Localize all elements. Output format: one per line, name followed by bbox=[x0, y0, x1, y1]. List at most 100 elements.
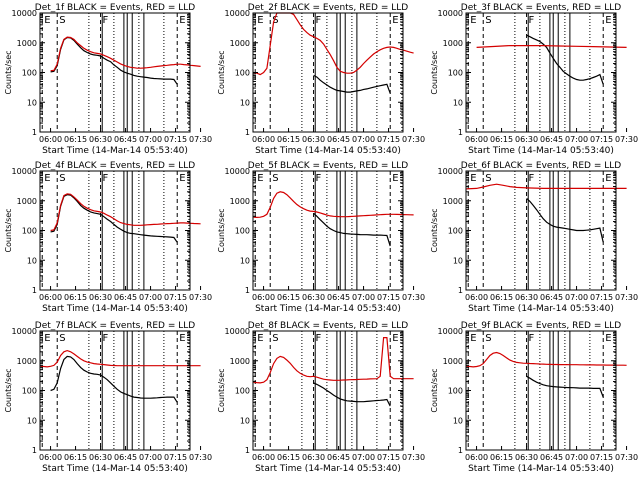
y-tick-label: 100 bbox=[235, 387, 250, 396]
y-tick-label: 100 bbox=[22, 69, 37, 78]
x-tick-label: 07:15 bbox=[590, 453, 613, 462]
x-tick-label: 06:15 bbox=[64, 453, 87, 462]
x-tick-label: 06:45 bbox=[114, 293, 137, 302]
marker-label: S bbox=[485, 333, 491, 344]
x-axis-label: Start Time (14-Mar-14 05:53:40) bbox=[42, 464, 188, 474]
y-tick-label: 1 bbox=[458, 128, 463, 137]
marker-label: F bbox=[103, 173, 109, 184]
series-line-lld bbox=[466, 351, 627, 368]
plot-frame bbox=[465, 12, 617, 133]
series-line-lld bbox=[50, 193, 201, 232]
x-tick-label: 06:00 bbox=[39, 453, 62, 462]
x-tick-label: 06:00 bbox=[465, 293, 488, 302]
y-axis-label: Counts/sec bbox=[4, 208, 13, 252]
y-tick-label: 1000 bbox=[443, 39, 463, 48]
marker-label: S bbox=[485, 15, 491, 26]
x-tick-label: 07:15 bbox=[377, 453, 400, 462]
marker-label: E bbox=[257, 173, 263, 184]
x-tick-label: 07:30 bbox=[402, 135, 425, 144]
y-tick-label: 1000 bbox=[230, 39, 250, 48]
y-tick-label: 1000 bbox=[17, 197, 37, 206]
plot-frame bbox=[252, 170, 404, 291]
y-tick-label: 1000 bbox=[17, 39, 37, 48]
marker-label: F bbox=[103, 333, 109, 344]
marker-label: E bbox=[179, 15, 185, 26]
x-tick-label: 07:30 bbox=[402, 453, 425, 462]
y-tick-label: 100 bbox=[448, 69, 463, 78]
y-tick-label: 10 bbox=[27, 256, 37, 265]
x-tick-label: 06:30 bbox=[515, 453, 538, 462]
y-tick-label: 1 bbox=[32, 286, 37, 295]
x-tick-label: 07:15 bbox=[164, 453, 187, 462]
x-axis-label: Start Time (14-Mar-14 05:53:40) bbox=[42, 304, 188, 314]
marker-label: E bbox=[179, 173, 185, 184]
marker-label: E bbox=[257, 15, 263, 26]
x-tick-label: 07:00 bbox=[565, 453, 588, 462]
x-tick-label: 07:30 bbox=[615, 293, 638, 302]
y-tick-label: 10000 bbox=[225, 327, 250, 336]
x-tick-label: 06:45 bbox=[327, 293, 350, 302]
y-tick-label: 1 bbox=[32, 446, 37, 455]
y-tick-label: 10 bbox=[453, 416, 463, 425]
y-tick-label: 1 bbox=[245, 446, 250, 455]
y-tick-label: 10 bbox=[453, 256, 463, 265]
marker-label: E bbox=[44, 15, 50, 26]
y-tick-label: 100 bbox=[22, 387, 37, 396]
x-axis-label: Start Time (14-Mar-14 05:53:40) bbox=[255, 304, 401, 314]
series-line-events bbox=[313, 74, 391, 94]
marker-label: S bbox=[272, 333, 278, 344]
y-axis-label: Counts/sec bbox=[217, 368, 226, 412]
series-line-events bbox=[313, 382, 391, 407]
y-axis-label: Counts/sec bbox=[4, 50, 13, 94]
x-tick-label: 06:15 bbox=[277, 453, 300, 462]
x-tick-label: 06:15 bbox=[490, 293, 513, 302]
y-tick-label: 1000 bbox=[17, 357, 37, 366]
marker-label: F bbox=[103, 15, 109, 26]
chart-title: Det_8f BLACK = Events, RED = LLD bbox=[248, 321, 408, 331]
y-tick-label: 1000 bbox=[230, 197, 250, 206]
y-tick-label: 1 bbox=[245, 128, 250, 137]
x-tick-label: 06:45 bbox=[114, 135, 137, 144]
series-line-events bbox=[526, 197, 604, 243]
x-tick-label: 06:00 bbox=[252, 293, 275, 302]
x-tick-label: 06:00 bbox=[465, 453, 488, 462]
marker-label: E bbox=[392, 15, 398, 26]
marker-label: E bbox=[605, 173, 611, 184]
series-line-lld bbox=[466, 183, 627, 190]
chart-title: Det_7f BLACK = Events, RED = LLD bbox=[35, 321, 195, 331]
marker-label: E bbox=[470, 15, 476, 26]
x-tick-label: 07:00 bbox=[352, 135, 375, 144]
x-tick-label: 06:00 bbox=[252, 453, 275, 462]
x-tick-label: 07:15 bbox=[164, 135, 187, 144]
y-axis-label: Counts/sec bbox=[217, 50, 226, 94]
y-axis-label: Counts/sec bbox=[430, 208, 439, 252]
y-tick-label: 10 bbox=[27, 98, 37, 107]
chart-title: Det_9f BLACK = Events, RED = LLD bbox=[461, 321, 621, 331]
x-tick-label: 06:00 bbox=[39, 135, 62, 144]
y-tick-label: 1000 bbox=[443, 357, 463, 366]
series-line-events bbox=[50, 355, 178, 403]
x-tick-label: 07:15 bbox=[164, 293, 187, 302]
y-tick-label: 10000 bbox=[438, 167, 463, 176]
marker-label: F bbox=[529, 173, 535, 184]
marker-label: E bbox=[605, 333, 611, 344]
x-tick-label: 06:15 bbox=[64, 135, 87, 144]
x-axis-label: Start Time (14-Mar-14 05:53:40) bbox=[468, 146, 614, 156]
x-axis-label: Start Time (14-Mar-14 05:53:40) bbox=[255, 464, 401, 474]
x-axis-label: Start Time (14-Mar-14 05:53:40) bbox=[255, 146, 401, 156]
marker-label: E bbox=[392, 333, 398, 344]
x-tick-label: 06:30 bbox=[89, 293, 112, 302]
series-line-events bbox=[50, 194, 178, 243]
x-tick-label: 07:15 bbox=[377, 135, 400, 144]
y-tick-label: 1 bbox=[32, 128, 37, 137]
y-tick-label: 10000 bbox=[12, 9, 37, 18]
x-tick-label: 07:15 bbox=[590, 135, 613, 144]
x-tick-label: 07:30 bbox=[402, 293, 425, 302]
